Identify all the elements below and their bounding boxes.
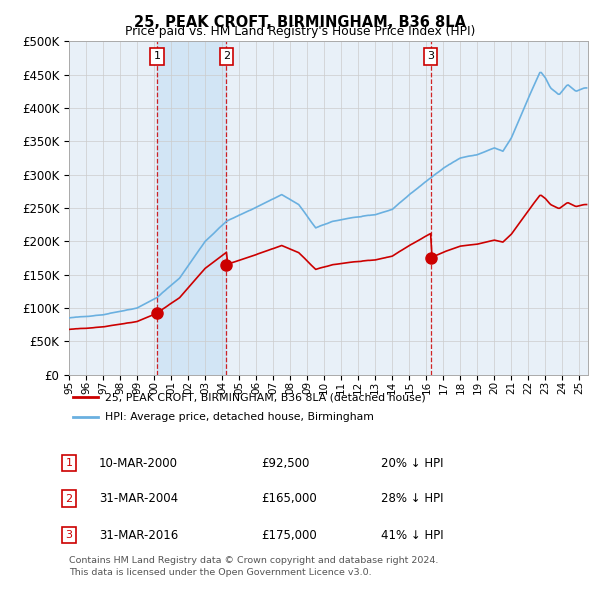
Text: 25, PEAK CROFT, BIRMINGHAM, B36 8LA (detached house): 25, PEAK CROFT, BIRMINGHAM, B36 8LA (det… — [105, 392, 426, 402]
Text: 28% ↓ HPI: 28% ↓ HPI — [381, 492, 443, 505]
Text: 31-MAR-2004: 31-MAR-2004 — [99, 492, 178, 505]
Text: Price paid vs. HM Land Registry's House Price Index (HPI): Price paid vs. HM Land Registry's House … — [125, 25, 475, 38]
Text: 2: 2 — [65, 494, 73, 503]
Text: 1: 1 — [154, 51, 161, 61]
Text: 3: 3 — [65, 530, 73, 540]
Text: HPI: Average price, detached house, Birmingham: HPI: Average price, detached house, Birm… — [105, 412, 374, 422]
Text: 2: 2 — [223, 51, 230, 61]
Bar — [157, 41, 226, 375]
Text: 31-MAR-2016: 31-MAR-2016 — [99, 529, 178, 542]
Text: This data is licensed under the Open Government Licence v3.0.: This data is licensed under the Open Gov… — [69, 568, 371, 577]
Text: £92,500: £92,500 — [261, 457, 310, 470]
Text: Contains HM Land Registry data © Crown copyright and database right 2024.: Contains HM Land Registry data © Crown c… — [69, 556, 439, 565]
Text: 25, PEAK CROFT, BIRMINGHAM, B36 8LA: 25, PEAK CROFT, BIRMINGHAM, B36 8LA — [134, 15, 466, 30]
Text: 1: 1 — [65, 458, 73, 468]
Text: 10-MAR-2000: 10-MAR-2000 — [99, 457, 178, 470]
Text: 41% ↓ HPI: 41% ↓ HPI — [381, 529, 443, 542]
Text: £165,000: £165,000 — [261, 492, 317, 505]
Text: £175,000: £175,000 — [261, 529, 317, 542]
Text: 20% ↓ HPI: 20% ↓ HPI — [381, 457, 443, 470]
Text: 3: 3 — [427, 51, 434, 61]
